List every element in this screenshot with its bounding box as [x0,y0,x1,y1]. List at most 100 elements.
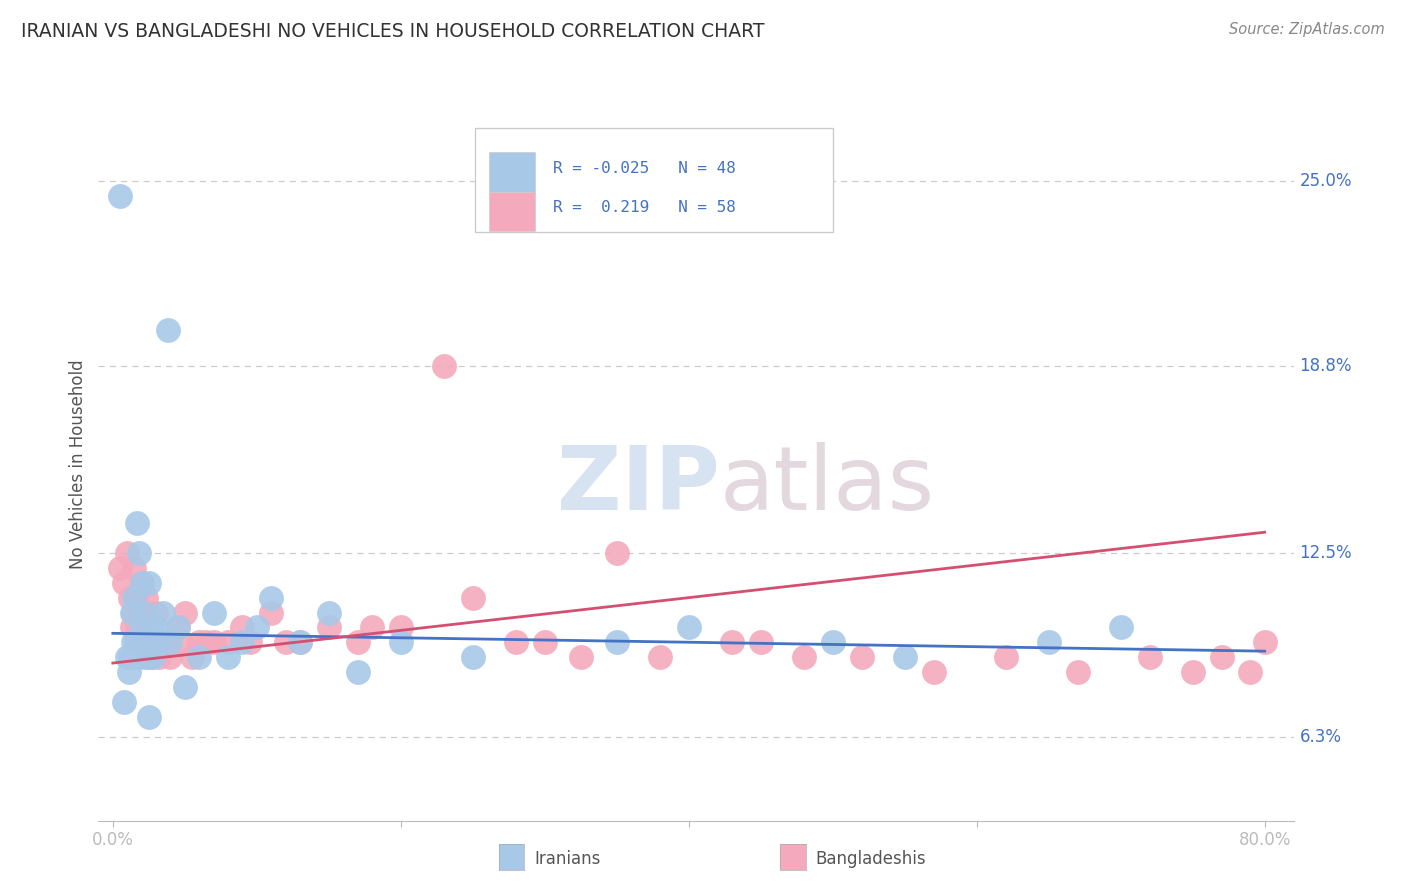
Point [361,620,384,634]
Text: Bangladeshis: Bangladeshis [815,850,927,868]
Point [1139,650,1161,665]
Point [138,709,160,723]
Point [260,606,283,620]
Point [112,575,135,590]
Text: 18.8%: 18.8% [1299,357,1353,375]
Point [851,650,873,665]
Point [108,561,131,575]
Point [115,650,138,665]
Text: R = -0.025   N = 48: R = -0.025 N = 48 [553,161,735,176]
Point [239,635,262,649]
Point [606,635,628,649]
Point [134,620,156,634]
Point [994,650,1017,665]
Point [533,635,555,649]
Point [125,591,148,605]
Point [145,606,167,620]
Point [127,620,149,634]
Text: ZIP: ZIP [557,442,720,529]
Point [274,635,297,649]
Point [1038,635,1060,649]
Text: Iranians: Iranians [534,850,600,868]
Text: Source: ZipAtlas.com: Source: ZipAtlas.com [1229,22,1385,37]
Point [922,665,945,679]
Text: 6.3%: 6.3% [1299,729,1341,747]
Point [195,635,218,649]
Point [128,635,150,649]
Point [122,635,145,649]
Point [648,650,671,665]
Text: IRANIAN VS BANGLADESHI NO VEHICLES IN HOUSEHOLD CORRELATION CHART: IRANIAN VS BANGLADESHI NO VEHICLES IN HO… [21,22,765,41]
Point [606,546,628,560]
Point [136,635,159,649]
Point [132,635,155,649]
Point [122,606,145,620]
Point [318,606,340,620]
Point [1066,665,1088,679]
Point [1254,635,1277,649]
Point [115,546,138,560]
Y-axis label: No Vehicles in Household: No Vehicles in Household [69,359,87,569]
Point [132,635,155,649]
Point [159,635,181,649]
Point [139,650,162,665]
Point [821,635,844,649]
Point [346,635,368,649]
Point [1239,665,1261,679]
Point [131,575,153,590]
Point [1211,650,1233,665]
Point [893,650,915,665]
Point [135,650,157,665]
Point [721,635,744,649]
Point [569,650,592,665]
Point [1109,620,1132,634]
Point [129,606,152,620]
Point [124,591,146,605]
Point [749,635,772,649]
Point [318,620,340,634]
Point [288,635,311,649]
Point [128,546,150,560]
Point [156,323,179,337]
Text: R =  0.219   N = 58: R = 0.219 N = 58 [553,200,735,215]
Text: 25.0%: 25.0% [1299,172,1353,190]
Text: atlas: atlas [720,442,935,529]
Point [166,620,188,634]
Point [152,635,174,649]
Point [159,650,181,665]
Point [127,516,149,531]
Point [389,635,412,649]
Point [120,650,142,665]
Point [433,359,456,373]
Point [288,635,311,649]
Point [461,650,484,665]
Point [141,620,163,634]
Point [121,620,143,634]
Point [148,650,170,665]
Point [145,635,167,649]
Point [131,575,153,590]
Point [148,635,170,649]
FancyBboxPatch shape [489,153,534,192]
Point [141,635,163,649]
Point [202,635,225,649]
Point [389,620,412,634]
Point [202,606,225,620]
Point [678,620,700,634]
Point [145,620,167,634]
Point [124,561,146,575]
Point [793,650,815,665]
Text: 12.5%: 12.5% [1299,544,1353,562]
Point [134,606,156,620]
Point [166,620,188,634]
Point [170,635,193,649]
Point [131,620,153,634]
Point [125,635,148,649]
Point [135,591,157,605]
Point [231,620,253,634]
Point [129,650,152,665]
Point [346,665,368,679]
Point [188,650,211,665]
Point [138,575,160,590]
Point [173,680,195,694]
